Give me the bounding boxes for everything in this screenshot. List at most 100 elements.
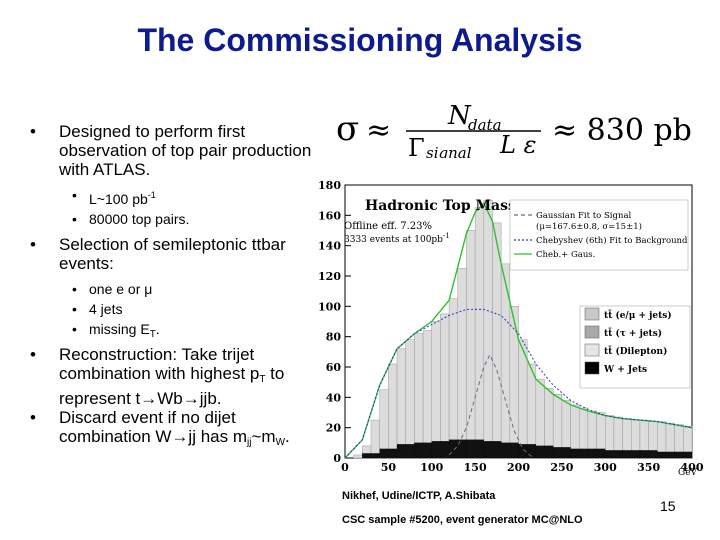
histogram-bar [396,348,406,459]
y-tick-label: 140 [318,240,341,253]
formula-numerator-sub: data [468,116,502,134]
annotation-line: Offline eff. 7.23% [344,221,432,232]
wjets-bar [448,439,467,459]
bullet-item: • Selection of semileptonic ttbar events: [30,235,330,273]
wjets-bar [396,444,415,459]
wjets-bar [605,450,623,459]
legend-label: Cheb.+ Gaus. [536,250,595,260]
y-tick-label: 20 [326,422,342,435]
bullet-text: Designed to perform first observation of… [59,122,312,179]
histogram-bar [474,207,485,459]
histogram-bar [370,419,380,459]
hadronic-top-mass-plot: 0 20 40 60 80 100 120 140 160 180 0 50 100 150 200 250 3… [318,179,704,478]
x-tick-label: 150 [464,461,487,474]
slide-title: The Commissioning Analysis [137,22,583,58]
histogram-bar [440,313,450,459]
formula-gamma-sub: signal [426,144,472,158]
bullet-text: . [285,427,290,446]
cross-section-formula: σ ≈ N data Γ signal L ε ≈ 830 pb [336,101,692,158]
x-axis-label: GeV [678,468,698,478]
bullet-dot-icon: • [30,408,36,427]
sub-bullet-dot-icon: • [72,211,77,227]
subscript: T [149,329,156,340]
wjets-bar [553,447,571,459]
legend-label: W + Jets [603,365,647,375]
sub-bullet-item: • 80000 top pairs. [30,209,330,229]
y-tick-label: 160 [318,209,341,222]
y-tick-label: 0 [333,452,341,465]
formula-gamma: Γ [408,134,425,158]
y-tick-label: 100 [318,300,341,313]
histogram-bar [483,199,493,459]
fit-legend: Gaussian Fit to Signal(μ=167.6±0.8, σ=15… [509,199,689,271]
legend-label: tt̄ (τ + jets) [604,327,662,339]
legend-fill-swatch [584,325,600,339]
bullet-list: • Designed to perform first observation o… [30,122,330,452]
annotation-line: 3333 events at 100pb-1 [344,232,450,245]
sub-bullet-dot-icon: • [72,301,77,317]
legend-fill-swatch [584,307,600,321]
wjets-bar [362,453,380,459]
bullet-item: • Reconstruction: Take trijet combination… [30,345,330,408]
sub-bullet-text: 80000 top pairs. [89,211,190,227]
sub-bullet-dot-icon: • [72,187,77,203]
wjets-bar [431,441,450,459]
histogram-bar [405,339,415,459]
x-tick-label: 0 [341,461,349,474]
sub-bullet-text: one e or μ [89,281,153,297]
y-tick-label: 120 [318,270,341,283]
credit-line: CSC sample #5200, event generator MC@NLO [342,514,583,526]
histogram-bar [422,330,432,459]
y-tick-label: 60 [326,361,342,374]
legend-label: (μ=167.6±0.8, σ=15±1) [536,221,642,232]
wjets-bar [535,445,554,459]
superscript: -1 [147,190,156,200]
legend-box [509,199,689,271]
sub-bullet-item: • one e or μ [30,279,330,299]
y-tick-label: 180 [318,179,341,192]
histogram-bar [414,333,424,459]
page-number: 15 [660,498,676,514]
bullet-text: Reconstruction: Take trijet combination … [59,345,260,383]
sub-bullet-text: 4 jets [89,301,123,317]
subscript: W [275,437,286,448]
histogram-bars [353,199,693,459]
histogram-bar [431,321,441,459]
bullet-dot-icon: • [30,345,36,364]
bullet-dot-icon: • [30,235,36,254]
bullet-text: to represent t→Wb→jjb. [59,364,285,408]
sub-bullet-text: L~100 pb [89,191,148,207]
series-line [344,308,693,459]
histogram-bar [526,363,537,459]
bullet-item: • Discard event if no dijet combination W… [30,408,330,452]
sub-bullet-text: . [155,321,160,337]
sub-bullet-item: • L~100 pb-1 [30,185,330,209]
sub-bullet-text: missing E [89,321,150,337]
formula-result: ≈ 830 pb [552,113,692,148]
x-tick-label: 250 [550,461,573,474]
wjets-bar [622,450,641,459]
legend-fill-swatch [584,361,600,375]
legend-label: Chebyshev (6th) Fit to Background [536,235,688,246]
wjets-bar [587,448,606,459]
legend-label: tt̄ (e/μ + jets) [604,309,672,321]
bullet-text: Selection of semileptonic ttbar events: [59,235,286,273]
credit-line: Nikhef, Udine/ICTP, A.Shibata [342,490,496,502]
subscript: T [259,374,266,385]
wjets-bar [414,442,432,459]
x-tick-label: 100 [420,461,443,474]
x-tick-label: 200 [507,461,530,474]
wjets-bar [483,441,502,459]
sub-bullet-dot-icon: • [72,321,77,337]
histogram-bar [379,389,389,459]
chart-title: Hadronic Top Mass [365,198,516,214]
sub-bullet-item: • missing ET. [30,319,330,345]
y-tick-label: 40 [326,391,342,404]
subscript: jj [247,437,252,448]
legend-fill-swatch [584,343,600,357]
formula-approx: ≈ [366,113,391,148]
sub-bullet-dot-icon: • [72,281,77,297]
wjets-bar [570,448,589,459]
wjets-bar [466,439,484,459]
y-tick-label: 80 [326,331,342,344]
